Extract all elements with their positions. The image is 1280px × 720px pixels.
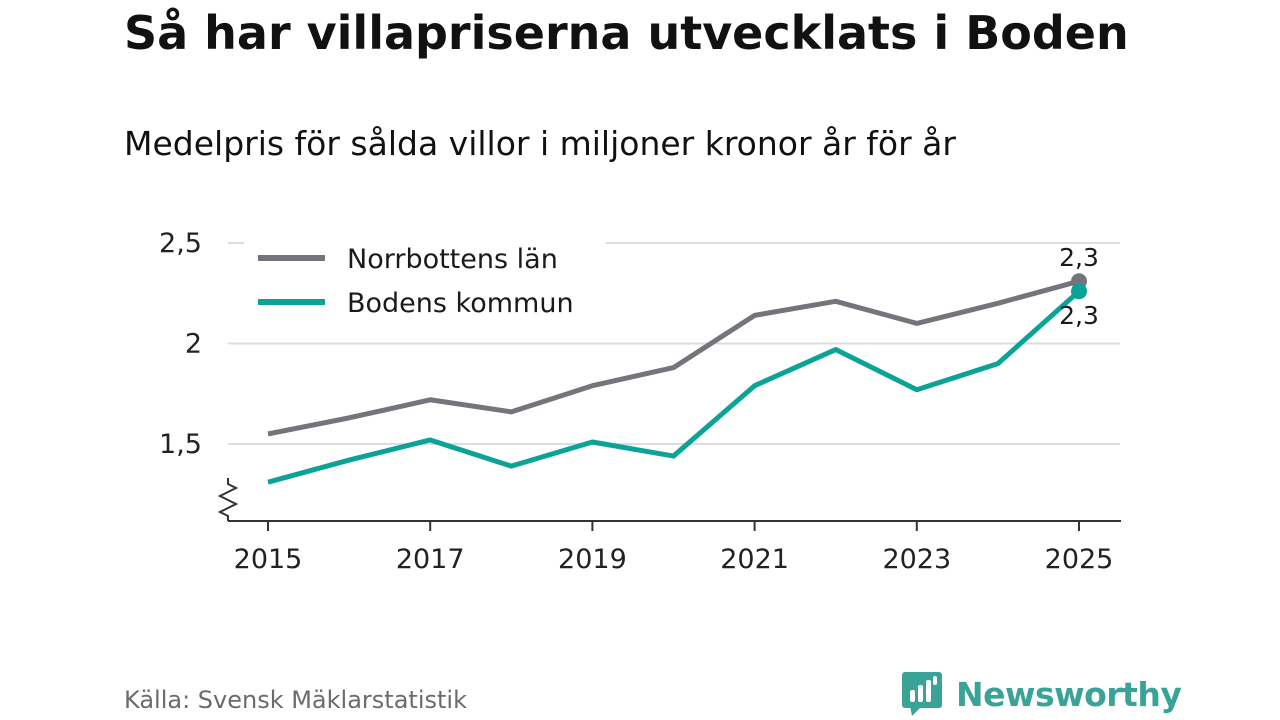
x-tick-label: 2015: [234, 544, 303, 575]
series-end-label: 2,3: [1059, 243, 1099, 272]
x-tick-label: 2021: [720, 544, 789, 575]
y-tick-label: 1,5: [159, 429, 202, 460]
legend: Norrbottens län Bodens kommun: [244, 236, 606, 328]
x-tick-label: 2023: [882, 544, 951, 575]
series: [267, 273, 1087, 485]
newsworthy-logo: Newsworthy: [902, 670, 1182, 718]
x-tick-label: 2025: [1045, 544, 1114, 575]
series-end-point: [1071, 283, 1087, 300]
x-tick-label: 2019: [558, 544, 627, 575]
series-end-label: 2,3: [1059, 301, 1099, 330]
brand-name: Newsworthy: [956, 674, 1182, 714]
end-labels: 2,3 2,3: [1059, 243, 1099, 330]
series-line-norrbotten: [267, 278, 1080, 437]
series-line-boden: [267, 289, 1081, 485]
x-tick-label: 2017: [396, 544, 465, 575]
chart-subtitle: Medelpris för sålda villor i miljoner kr…: [124, 124, 956, 163]
bar-chart-speech-bubble-icon: [902, 672, 942, 716]
source-note: Källa: Svensk Mäklarstatistik: [124, 686, 467, 714]
y-tick-label: 2: [185, 329, 202, 360]
legend-label: Norrbottens län: [347, 244, 558, 275]
legend-label: Bodens kommun: [347, 288, 574, 319]
chart-title: Så har villapriserna utvecklats i Boden: [124, 6, 1129, 60]
legend-background: [244, 236, 606, 328]
axis-break-icon: [217, 478, 239, 521]
axes: 1,5 2 2,5 2015 2017 2019 2021 2023 2025: [159, 228, 1121, 575]
y-tick-label: 2,5: [159, 228, 202, 259]
